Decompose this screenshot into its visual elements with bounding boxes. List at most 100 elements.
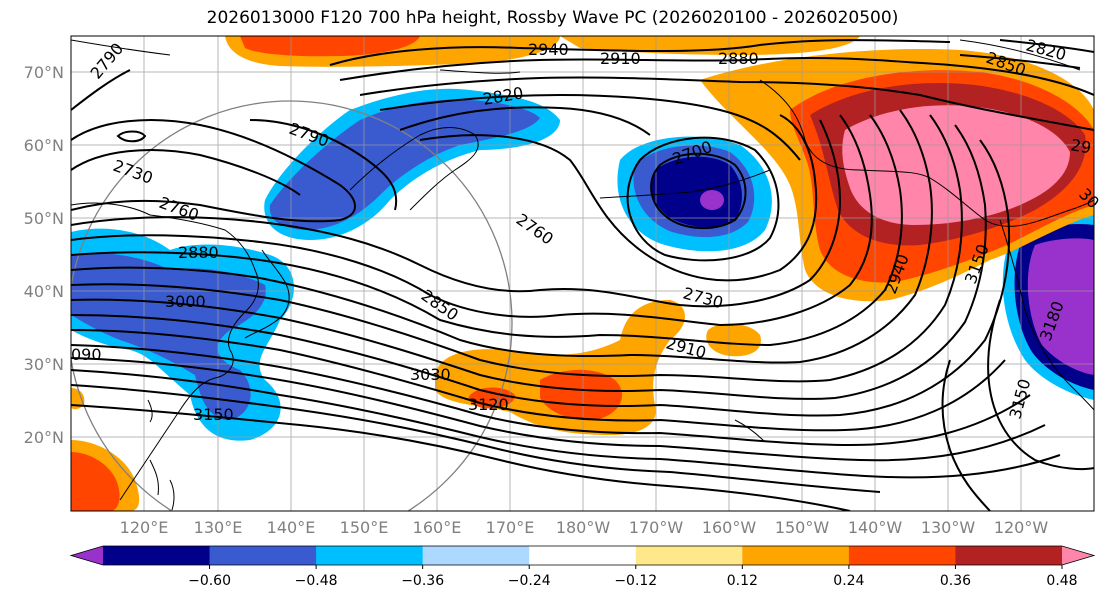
colorbar-extend-high: [1062, 546, 1094, 565]
contour-2880-trough: [71, 109, 933, 364]
contour-2820: [399, 106, 651, 136]
contour-3150: [71, 404, 851, 511]
contour-2820-trough: [71, 114, 873, 327]
colorbar-segment: [103, 546, 211, 565]
contour-2730: [71, 149, 301, 196]
anomaly-region-usa-core: [1027, 238, 1094, 375]
contour-2850-trough: [71, 114, 903, 347]
lat-tick-label: 50°N: [24, 209, 64, 228]
lon-tick-label: 140°E: [267, 518, 316, 537]
lon-tick-label: 150°E: [340, 518, 389, 537]
lon-tick-label: 150°W: [775, 518, 830, 537]
contour-2910-trough: [71, 114, 963, 383]
map-frame: [70, 35, 1095, 512]
lon-tick-label: 140°W: [848, 518, 903, 537]
anomaly-region-scs-red: [71, 452, 120, 511]
coastline-philippines: [149, 459, 175, 511]
colorbar-tick-label: 0.36: [940, 573, 971, 589]
lon-tick-label: 170°W: [629, 518, 684, 537]
contour-label: 3030: [410, 365, 451, 384]
reference-circle: [71, 100, 513, 511]
contour-2790-trough: [71, 119, 842, 308]
lat-tick-label: 60°N: [24, 136, 64, 155]
colorbar: −0.60 −0.48 −0.36 −0.24 −0.12 0.12 0.24 0.36 0.4…: [69, 545, 1096, 589]
colorbar-segment: [316, 546, 424, 565]
contour-label: 2880: [718, 49, 759, 68]
contour-2850-ne: [959, 54, 1081, 69]
contour-2940-north: [329, 39, 951, 66]
contour-label: 090: [71, 345, 102, 364]
contour-small-loop: [116, 130, 147, 143]
contour-2940-trough: [71, 124, 987, 400]
anomaly-region-alaska-pink: [842, 105, 1070, 225]
contour-2910: [339, 56, 1094, 96]
lon-tick-label: 180°W: [556, 518, 611, 537]
lon-tick-label: 160°W: [702, 518, 757, 537]
colorbar-tick-label: 0.48: [1046, 573, 1077, 589]
colorbar-segment: [209, 546, 317, 565]
contour-label: 2880: [178, 243, 219, 262]
colorbar-segment: [529, 546, 637, 565]
lon-axis: 120°E 130°E 140°E 150°E 160°E 170°E 180°…: [120, 518, 1049, 537]
contour-3030: [71, 344, 1031, 447]
lat-axis: 70°N 60°N 50°N 40°N 30°N 20°N: [24, 63, 64, 447]
coastline-hawaii: [734, 419, 766, 443]
lon-tick-label: 130°E: [194, 518, 243, 537]
colorbar-outline: [69, 545, 1096, 566]
contour-label: 3120: [468, 395, 509, 414]
lat-tick-label: 40°N: [24, 282, 64, 301]
anomaly-region-okhotsk-mid: [269, 99, 540, 230]
lat-tick-label: 30°N: [24, 355, 64, 374]
contour-3120: [71, 384, 881, 493]
lat-tick-label: 70°N: [24, 63, 64, 82]
colorbar-tick-label: −0.60: [188, 573, 231, 589]
contour-label: 2940: [528, 40, 569, 59]
colorbar-tick-label: −0.24: [508, 573, 551, 589]
lat-tick-label: 20°N: [24, 428, 64, 447]
colorbar-tick-label: 0.24: [833, 573, 864, 589]
lon-tick-label: 120°E: [120, 518, 169, 537]
contour-2790: [71, 69, 398, 211]
contour-2820-ne: [999, 39, 1094, 53]
contour-3060: [71, 357, 1046, 462]
coastline-north-america: [999, 219, 1094, 411]
colorbar-segment: [955, 546, 1063, 565]
colorbar-tick-label: −0.48: [295, 573, 338, 589]
anomaly-region-japan-mid: [71, 253, 266, 420]
anomaly-region-subtropical-red: [540, 369, 623, 421]
contour-label: 29: [1069, 135, 1092, 157]
contour-2760-west: [71, 119, 356, 223]
contour-3180-east: [987, 299, 1094, 470]
lon-tick-label: 170°E: [486, 518, 535, 537]
height-contours: [71, 39, 1094, 511]
colorbar-segment: [742, 546, 850, 565]
lon-tick-label: 130°W: [921, 518, 976, 537]
colorbar-extend-low: [71, 546, 103, 565]
contour-3000: [71, 329, 1006, 432]
contour-2700-loop: [650, 152, 747, 230]
lon-tick-label: 160°E: [413, 518, 462, 537]
colorbar-tick-label: −0.36: [401, 573, 444, 589]
contour-2880: [359, 76, 1094, 131]
colorbar-segment: [635, 546, 743, 565]
contour-3090: [71, 369, 1061, 479]
anomaly-region-aleutian-core: [700, 190, 724, 210]
contour-2970: [71, 139, 1011, 417]
anomaly-region-arctic-red: [240, 36, 420, 57]
lon-tick-label: 120°W: [994, 518, 1049, 537]
contour-2730-loop: [626, 136, 780, 262]
colorbar-tick-label: −0.12: [614, 573, 657, 589]
colorbar-tick-label: 0.12: [727, 573, 758, 589]
contour-3150-east: [941, 359, 991, 511]
contour-label: 3150: [193, 405, 234, 424]
map-title: 2026013000 F120 700 hPa height, Rossby W…: [206, 8, 899, 28]
contour-label: 3000: [165, 292, 206, 311]
contour-label: 2910: [600, 49, 641, 68]
colorbar-segment: [422, 546, 530, 565]
anomaly-region-aleutian-dark: [650, 156, 742, 228]
contour-2850: [379, 93, 801, 161]
colorbar-segment: [848, 546, 956, 565]
contour-2760-trough: [419, 114, 818, 282]
anomaly-region-tw-orange: [71, 388, 85, 410]
